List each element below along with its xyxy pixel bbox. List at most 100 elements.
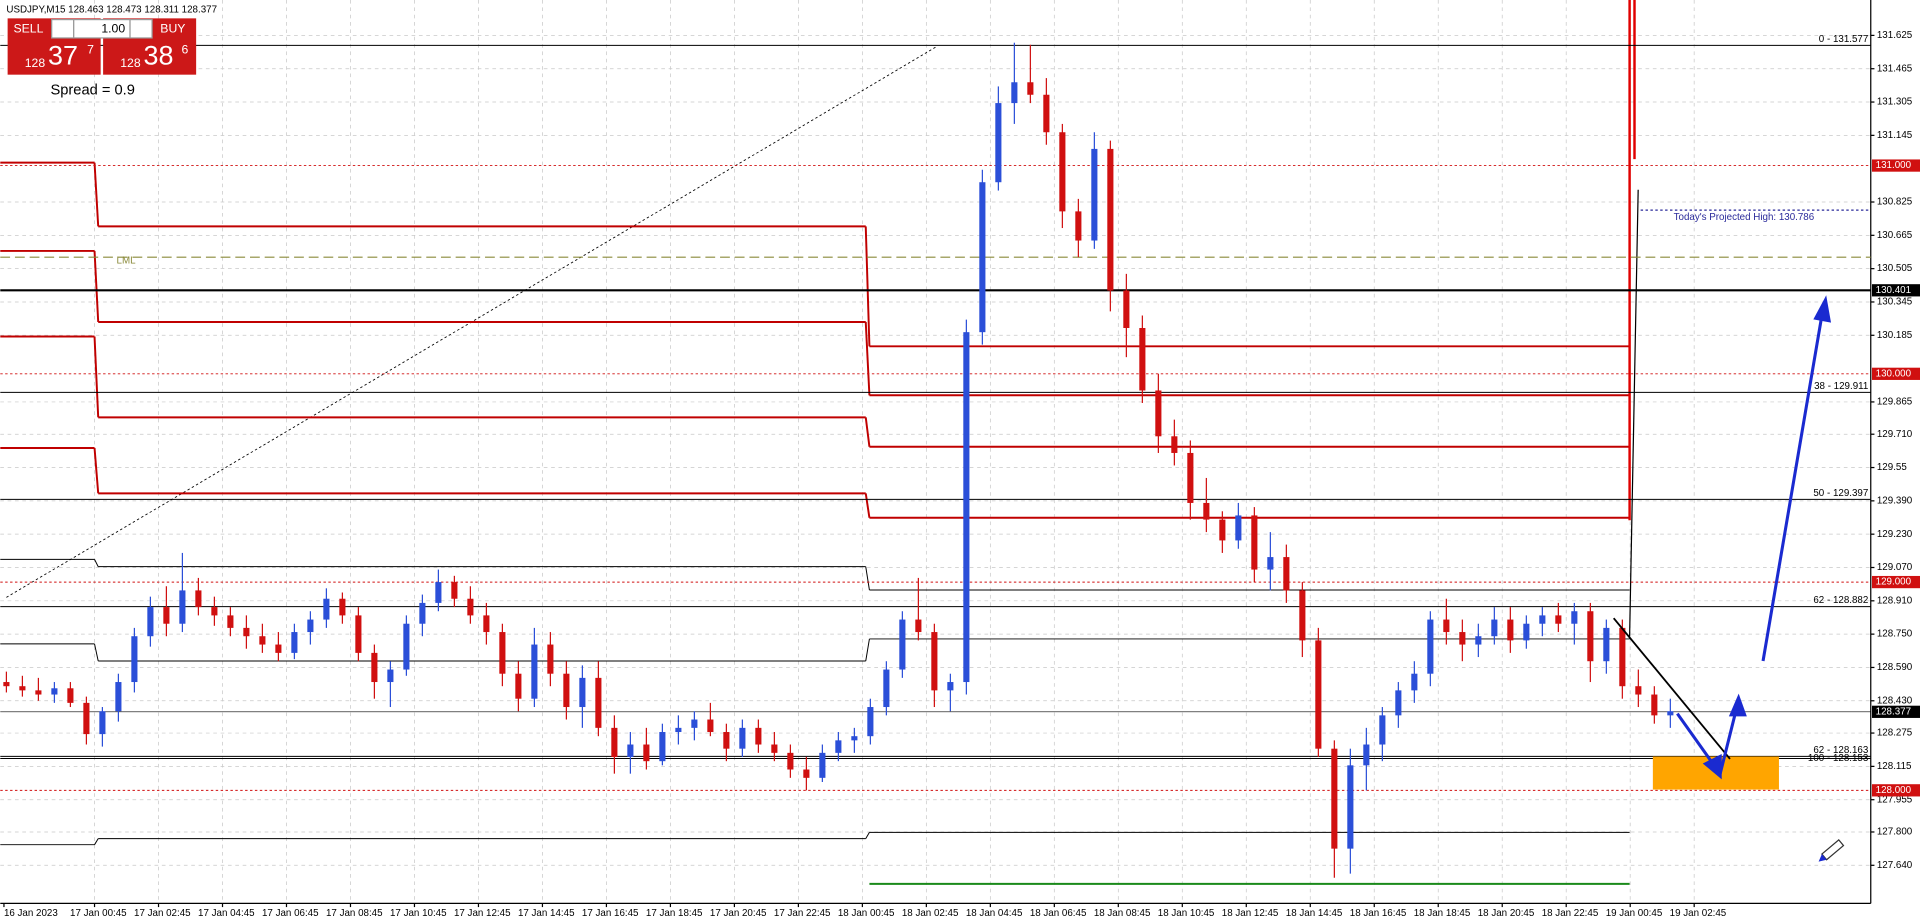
pencil-icon — [1818, 839, 1845, 862]
x-tick-label: 17 Jan 08:45 — [326, 908, 383, 919]
candle-body — [1315, 640, 1322, 749]
candle-body — [467, 598, 474, 616]
step-connector — [865, 566, 870, 591]
candle-body — [195, 590, 202, 608]
candle-body — [179, 590, 186, 624]
arrows — [1676, 295, 1832, 780]
spread: Spread = 0.9 — [50, 82, 134, 98]
candle-body — [3, 682, 10, 687]
candle-body — [1123, 290, 1130, 329]
x-tick-label: 17 Jan 14:45 — [518, 908, 575, 919]
step-jump — [1628, 189, 1639, 637]
x-tick-label: 19 Jan 00:45 — [1606, 908, 1663, 919]
candle-body — [19, 686, 26, 691]
candle-body — [1603, 627, 1610, 662]
candle-body — [339, 598, 346, 616]
candle-body — [835, 740, 842, 753]
candle-body — [787, 752, 794, 770]
sell-label: SELL — [13, 22, 43, 36]
fib-label: 50 - 129.397 — [1813, 488, 1868, 499]
candle-body — [1491, 619, 1498, 637]
step-connector — [864, 321, 871, 396]
x-tick-label: 18 Jan 08:45 — [1094, 908, 1151, 919]
candle-body — [451, 582, 458, 599]
fib-label: 38 - 129.911 — [1814, 381, 1868, 392]
y-tick-label: 130.505 — [1877, 263, 1913, 274]
pencil-tip — [1818, 854, 1827, 862]
candle-body — [1507, 619, 1514, 641]
candle-body — [1139, 328, 1146, 391]
candle-body — [659, 732, 666, 762]
candle-body — [643, 744, 650, 762]
lots-down[interactable] — [51, 18, 75, 39]
candle-body — [611, 727, 618, 758]
step-connector — [865, 832, 870, 839]
candle-body — [1011, 82, 1018, 104]
candle-body — [739, 727, 746, 749]
fib-label: 62 - 128.882 — [1813, 595, 1868, 606]
lots-value: 1.00 — [101, 22, 125, 36]
candle-body — [1427, 619, 1434, 674]
y-tick-label: 131.145 — [1877, 130, 1913, 141]
candle-body — [707, 719, 714, 733]
x-tick-label: 18 Jan 12:45 — [1222, 908, 1279, 919]
candle-body — [1219, 519, 1226, 541]
step-connector — [864, 226, 871, 347]
step-connector — [93, 336, 100, 418]
y-tick-label: 128.430 — [1877, 695, 1913, 706]
candle-body — [723, 732, 730, 749]
candle-body — [355, 615, 362, 653]
x-tick-label: 17 Jan 06:45 — [262, 908, 319, 919]
candle-body — [307, 619, 314, 633]
candle-body — [1363, 744, 1370, 766]
sell-price-pips: 37 — [48, 41, 78, 71]
y-tick-label: 129.230 — [1877, 529, 1913, 540]
x-tick-label: 16 Jan 2023 — [4, 908, 58, 919]
candle-body — [771, 744, 778, 753]
step-connector — [94, 643, 99, 662]
candle-body — [1187, 452, 1194, 503]
trade-widget: SELL BUY 1.00 128 37 7 128 38 6 Spread =… — [7, 18, 197, 98]
candle-body — [1459, 632, 1466, 645]
step-connector — [94, 838, 99, 845]
candle-body — [1619, 627, 1626, 687]
y-tick-label: 128.910 — [1877, 595, 1913, 606]
price-box — [1871, 284, 1920, 297]
candle-body — [899, 619, 906, 670]
candle-body — [931, 632, 938, 691]
buy-label: BUY — [160, 22, 185, 36]
candle-body — [1331, 748, 1338, 849]
y-tick-label: 129.070 — [1877, 562, 1913, 573]
x-tick-label: 17 Jan 10:45 — [390, 908, 447, 919]
arrow — [1676, 712, 1718, 770]
candle-body — [147, 607, 154, 637]
x-tick-label: 18 Jan 10:45 — [1158, 908, 1215, 919]
y-tick-label: 128.115 — [1877, 761, 1912, 772]
step-connector — [94, 559, 99, 567]
candle-body — [915, 619, 922, 633]
x-tick-label: 18 Jan 00:45 — [838, 908, 895, 919]
x-tick-label: 17 Jan 04:45 — [198, 908, 255, 919]
x-tick-label: 17 Jan 00:45 — [70, 908, 127, 919]
sell-price-frac: 7 — [87, 42, 94, 56]
y-tick-label: 127.955 — [1877, 794, 1913, 805]
candle-body — [1235, 515, 1242, 541]
candle-body — [1379, 715, 1386, 745]
lots-up[interactable] — [129, 18, 153, 39]
candle-body — [211, 607, 218, 616]
x-tick-label: 17 Jan 18:45 — [646, 908, 703, 919]
candle-body — [1171, 436, 1178, 453]
x-tick-label: 18 Jan 22:45 — [1542, 908, 1599, 919]
price-box-label: 130.401 — [1876, 285, 1911, 296]
candle-body — [1523, 623, 1530, 641]
candle-body — [579, 677, 586, 708]
y-tick-label: 128.590 — [1877, 662, 1913, 673]
price-box — [1871, 159, 1920, 172]
candle-body — [1299, 590, 1306, 641]
candle-body — [979, 182, 986, 333]
step-connector — [864, 417, 871, 447]
x-tick-label: 18 Jan 06:45 — [1030, 908, 1087, 919]
candle-body — [1027, 82, 1034, 95]
candle-body — [1587, 611, 1594, 662]
